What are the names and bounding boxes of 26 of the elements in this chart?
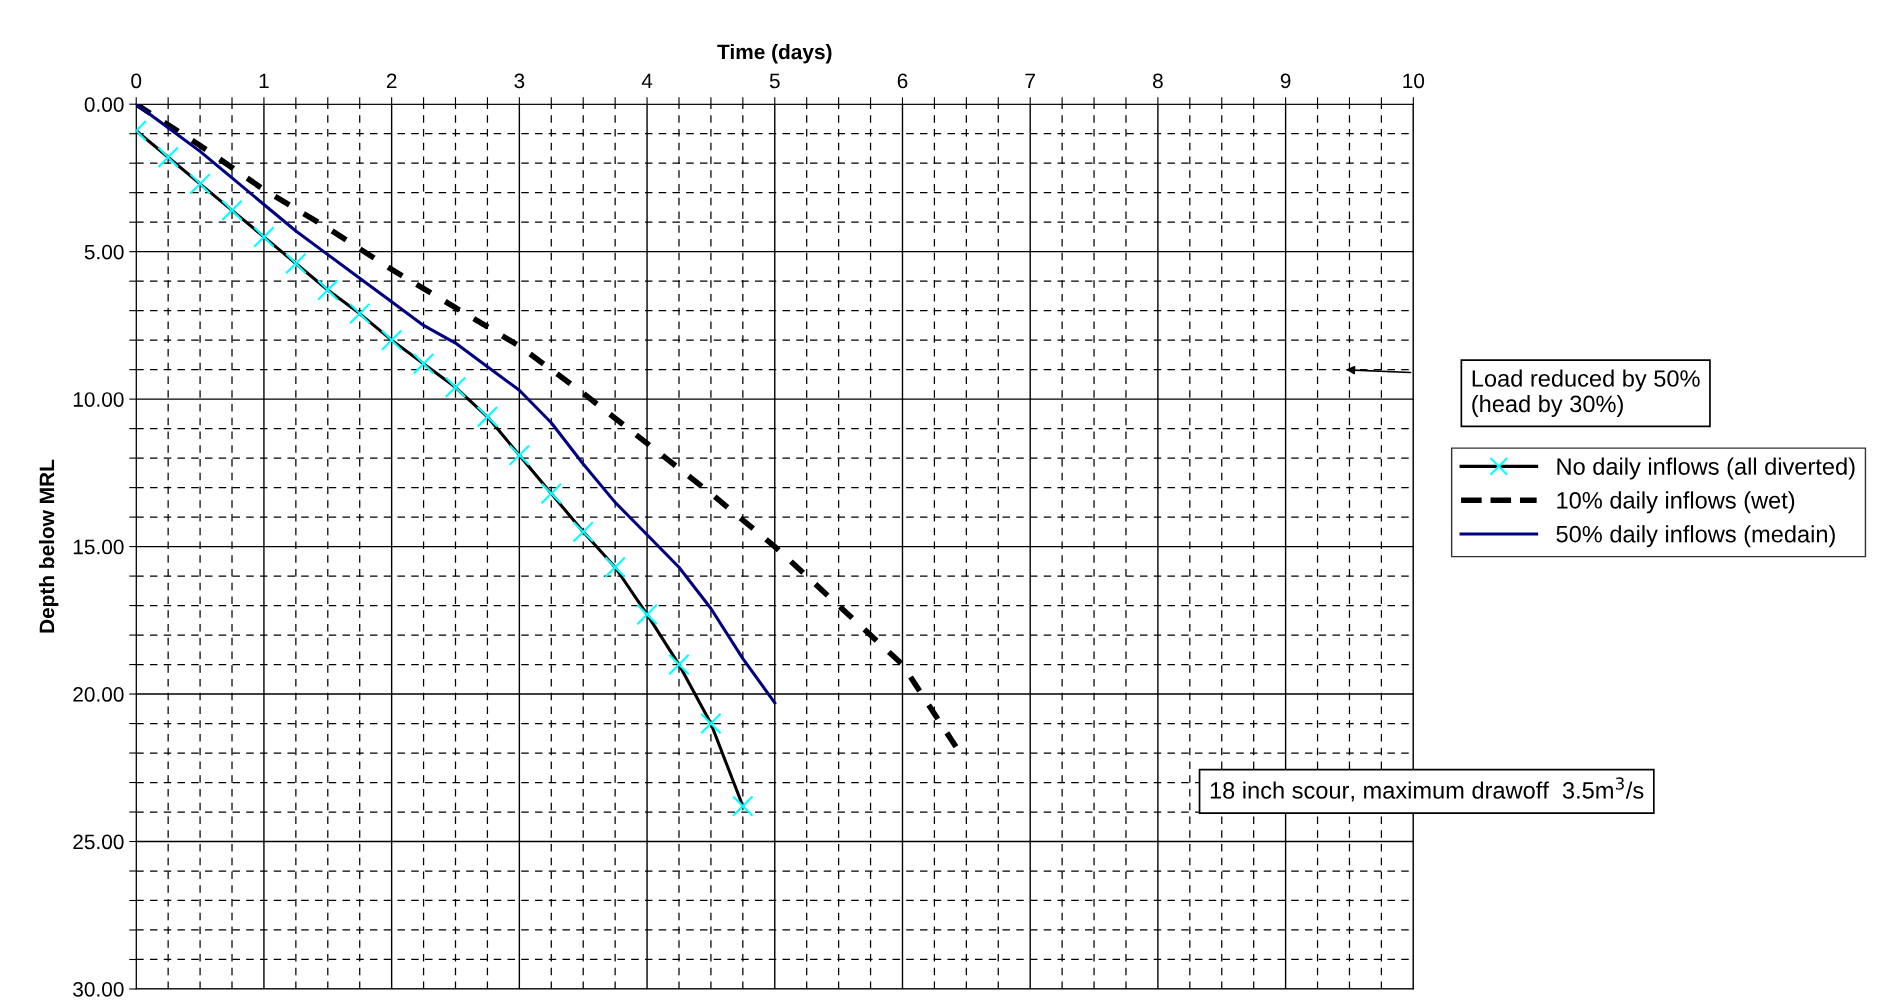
annotation: 18 inch scour, maximum drawoff 3.5m$^{3}$/s (1210, 777, 1644, 802)
x-axis-title: Time (days) (717, 44, 832, 64)
x-tick-label: 10 (1403, 73, 1425, 89)
x-tick-label: 5 (769, 73, 780, 89)
x-tick-label: 4 (641, 73, 653, 89)
y-tick-label: 30.00 (73, 981, 124, 997)
x-tick-label: 9 (1280, 73, 1291, 89)
x-tick-label: 0 (131, 73, 142, 89)
legend-label: 10% daily inflows (wet) (1557, 491, 1795, 514)
x-tick-label: 7 (1025, 73, 1035, 89)
y-tick-label: 5.00 (84, 244, 124, 260)
x-tick-label: 8 (1153, 73, 1163, 89)
y-tick-label: 25.00 (73, 834, 124, 850)
x-tick-label: 6 (897, 73, 908, 89)
legend-label: No daily inflows (all diverted) (1557, 457, 1855, 480)
x-tick-label: 1 (259, 73, 269, 89)
y-tick-label: 10.00 (73, 392, 124, 407)
x-tick-label: 2 (386, 73, 397, 89)
y-axis-title: Depth below MRL (38, 459, 59, 633)
legend-label: 50% daily inflows (medain) (1556, 525, 1835, 548)
y-tick-label: 0.00 (84, 97, 124, 112)
x-tick-label: 3 (514, 73, 525, 89)
y-tick-label: 15.00 (73, 539, 124, 555)
line-series (136, 104, 777, 705)
y-tick-label: 20.00 (73, 687, 124, 702)
text: Load reduced by 50% (head by 30%) (1472, 369, 1700, 417)
